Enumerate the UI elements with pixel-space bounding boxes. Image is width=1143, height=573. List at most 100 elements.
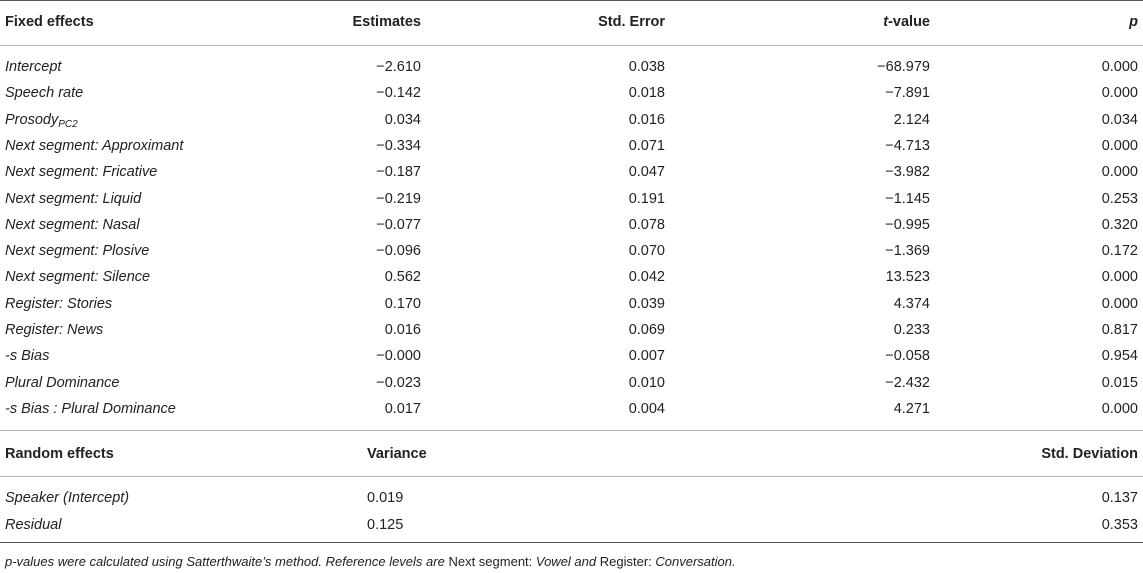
row-estimate: 0.034 <box>384 112 421 128</box>
row-term-text: Next segment: Nasal <box>5 217 140 233</box>
row-term: ProsodyPC2 <box>5 107 78 138</box>
table-row: Next segment: Nasal −0.077 0.078 −0.995 0.32… <box>0 212 1143 238</box>
row-std-error: 0.047 <box>628 164 665 180</box>
header-t-value: t-value <box>883 9 930 35</box>
row-std-error: 0.069 <box>628 322 665 338</box>
table-row: Intercept −2.610 0.038 −68.979 0.000 <box>0 54 1143 80</box>
row-term-text: Next segment: Fricative <box>5 164 158 180</box>
row-term: Next segment: Fricative <box>5 159 157 185</box>
row-term: Next segment: Liquid <box>5 186 141 212</box>
row-term: Plural Dominance <box>5 370 119 396</box>
row-term-text: Next segment: Liquid <box>5 191 142 207</box>
table-row: Register: Stories 0.170 0.039 4.374 0.000 <box>0 291 1143 317</box>
row-term: Next segment: Nasal <box>5 212 140 238</box>
row-term-text: -s Bias : Plural Dominance <box>5 401 176 417</box>
row-term-text: Plural Dominance <box>5 375 120 391</box>
table-row: Plural Dominance −0.023 0.010 −2.432 0.015 <box>0 370 1143 396</box>
header-estimates: Estimates <box>352 14 421 30</box>
row-t-value: −1.369 <box>885 243 930 259</box>
row-t-value: −0.058 <box>885 348 930 364</box>
row-group: Speaker (Intercept) <box>5 490 130 506</box>
row-std-error: 0.070 <box>628 243 665 259</box>
row-t-value: −0.995 <box>885 217 930 233</box>
row-p-value: 0.320 <box>1101 217 1138 233</box>
random-effects-header-row: Random effects Variance Std. Deviation <box>0 441 1143 467</box>
row-term-text: Next segment: Silence <box>5 269 151 285</box>
table-row: Residual 0.125 0.353 <box>0 512 1143 538</box>
header-variance: Variance <box>367 446 427 462</box>
note-part1: p-values were calculated using Satterthw… <box>5 554 449 569</box>
row-term: Intercept <box>5 54 61 80</box>
header-t-italic: t <box>883 14 889 30</box>
row-std-error: 0.038 <box>628 59 665 75</box>
row-term: -s Bias <box>5 343 49 369</box>
row-term: Register: News <box>5 317 103 343</box>
row-p-value: 0.000 <box>1101 269 1138 285</box>
note-part5: Conversation. <box>655 554 736 569</box>
row-p-value: 0.000 <box>1101 401 1138 417</box>
note-part4: Register: <box>599 554 656 569</box>
row-std-error: 0.071 <box>628 138 665 154</box>
row-std-error: 0.042 <box>628 269 665 285</box>
row-p-value: 0.000 <box>1101 85 1138 101</box>
row-t-value: 0.233 <box>893 322 930 338</box>
bottom-rule <box>0 542 1143 543</box>
row-estimate: 0.170 <box>384 296 421 312</box>
header-std-error: Std. Error <box>598 14 665 30</box>
row-std-error: 0.007 <box>628 348 665 364</box>
row-term-text: Next segment: Plosive <box>5 243 150 259</box>
note-part2: Next segment: <box>448 554 536 569</box>
table-row: Next segment: Silence 0.562 0.042 13.523 0.0… <box>0 264 1143 290</box>
header-p-italic: p <box>1129 14 1138 30</box>
mid-rule <box>0 430 1143 431</box>
header-fixed-effects: Fixed effects <box>5 14 94 30</box>
row-std-deviation: 0.353 <box>1101 517 1138 533</box>
row-t-value: −68.979 <box>877 59 930 75</box>
table-row: Speech rate −0.142 0.018 −7.891 0.000 <box>0 80 1143 106</box>
row-estimate: −0.142 <box>376 85 421 101</box>
row-term: Speech rate <box>5 80 83 106</box>
top-rule <box>0 0 1143 1</box>
row-estimate: −0.334 <box>376 138 421 154</box>
row-term: Next segment: Approximant <box>5 133 183 159</box>
row-estimate: 0.562 <box>384 269 421 285</box>
row-estimate: −0.096 <box>376 243 421 259</box>
row-estimate: 0.016 <box>384 322 421 338</box>
row-p-value: 0.000 <box>1101 296 1138 312</box>
row-p-value: 0.253 <box>1101 191 1138 207</box>
row-std-error: 0.078 <box>628 217 665 233</box>
row-estimate: −0.219 <box>376 191 421 207</box>
row-t-value: 4.271 <box>893 401 930 417</box>
row-t-value: −3.982 <box>885 164 930 180</box>
table-row: Next segment: Fricative −0.187 0.047 −3.982… <box>0 159 1143 185</box>
row-std-error: 0.010 <box>628 375 665 391</box>
row-std-error: 0.018 <box>628 85 665 101</box>
table-row: Next segment: Liquid −0.219 0.191 −1.145 0.2… <box>0 186 1143 212</box>
row-p-value: 0.954 <box>1101 348 1138 364</box>
row-estimate: −0.023 <box>376 375 421 391</box>
row-estimate: −0.000 <box>376 348 421 364</box>
row-t-value: −4.713 <box>885 138 930 154</box>
row-estimate: −2.610 <box>376 59 421 75</box>
row-term-text: Speech rate <box>5 85 84 101</box>
row-term-text: -s Bias <box>5 348 50 364</box>
table-row: -s Bias : Plural Dominance 0.017 0.004 4.27… <box>0 396 1143 422</box>
row-t-value: −1.145 <box>885 191 930 207</box>
row-p-value: 0.172 <box>1101 243 1138 259</box>
header-random-effects: Random effects <box>5 446 114 462</box>
table-row: -s Bias −0.000 0.007 −0.058 0.954 <box>0 343 1143 369</box>
row-p-value: 0.000 <box>1101 59 1138 75</box>
table-row: Speaker (Intercept) 0.019 0.137 <box>0 485 1143 511</box>
header-rule <box>0 45 1143 46</box>
table-row: Next segment: Plosive −0.096 0.070 −1.369 0.… <box>0 238 1143 264</box>
row-t-value: −2.432 <box>885 375 930 391</box>
row-estimate: 0.017 <box>384 401 421 417</box>
row-t-value: 13.523 <box>885 269 930 285</box>
header-p: p <box>1129 9 1138 35</box>
row-p-value: 0.015 <box>1101 375 1138 391</box>
row-p-value: 0.000 <box>1101 164 1138 180</box>
table-row: Register: News 0.016 0.069 0.233 0.817 <box>0 317 1143 343</box>
row-std-error: 0.016 <box>628 112 665 128</box>
row-term-subscript: PC2 <box>58 119 78 130</box>
row-p-value: 0.817 <box>1101 322 1138 338</box>
